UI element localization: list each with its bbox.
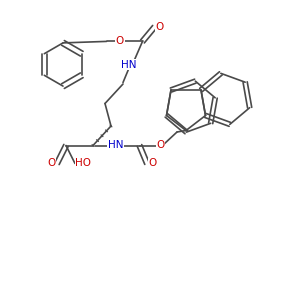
Text: O: O [116, 36, 124, 46]
Text: O: O [47, 158, 56, 169]
Text: O: O [148, 158, 157, 169]
Text: HO: HO [75, 158, 92, 169]
Text: O: O [156, 140, 165, 151]
Text: HN: HN [121, 59, 137, 70]
Text: O: O [156, 22, 164, 32]
Text: HN: HN [108, 140, 123, 151]
